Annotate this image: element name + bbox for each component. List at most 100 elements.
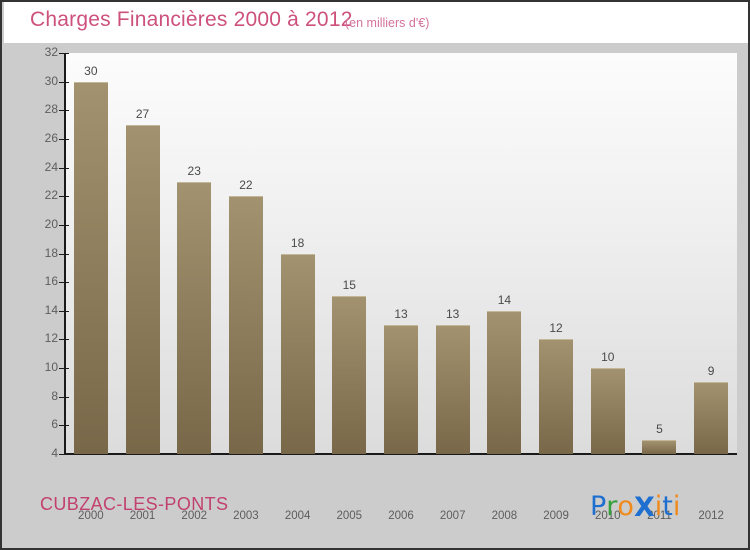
y-axis-tick: 26 <box>2 131 72 145</box>
bar-value-label: 9 <box>707 364 715 379</box>
proxiti-logo[interactable]: ProXiti <box>590 491 681 523</box>
bar-value-label: 13 <box>446 307 460 322</box>
bar[interactable] <box>435 325 470 454</box>
y-axis-tick-mark <box>59 81 69 83</box>
y-axis-tick-mark <box>59 53 69 54</box>
bar-value-label: 12 <box>549 321 563 336</box>
x-axis-line <box>64 453 737 455</box>
y-axis-tick-mark <box>59 368 69 370</box>
y-axis-tick: 10 <box>2 360 72 374</box>
y-axis-tick-mark <box>59 253 69 255</box>
x-axis-tick-label: 2010 <box>594 510 621 522</box>
logo-letter: i <box>672 491 681 522</box>
x-axis-tick-label: 2002 <box>181 510 208 522</box>
y-axis-tick-label: 18 <box>44 245 58 260</box>
logo-letter: o <box>617 491 634 522</box>
bar-value-label: 5 <box>656 421 663 436</box>
bar[interactable] <box>487 310 522 454</box>
x-axis-tick-label: 2007 <box>439 510 466 522</box>
logo-letter: r <box>606 491 618 522</box>
y-axis-tick: 14 <box>2 303 72 317</box>
bar[interactable] <box>125 124 160 454</box>
bar[interactable] <box>642 439 677 454</box>
y-axis-tick: 12 <box>2 331 72 345</box>
y-axis-tick-mark <box>59 224 69 226</box>
bar[interactable] <box>539 339 574 454</box>
bar-group[interactable]: 14 2008 <box>487 53 522 522</box>
bar-value-label: 15 <box>342 278 356 293</box>
y-axis-tick-mark <box>59 138 69 140</box>
x-axis-tick-label: 2011 <box>647 510 672 522</box>
y-axis-tick-mark <box>59 454 69 455</box>
y-axis-tick-label: 10 <box>44 360 58 375</box>
bar-group[interactable]: 15 2005 <box>332 53 367 522</box>
y-axis-tick-label: 28 <box>44 102 58 117</box>
y-axis-tick: 6 <box>2 417 72 431</box>
y-axis-tick-label: 4 <box>51 446 58 460</box>
y-axis-tick: 18 <box>2 246 72 260</box>
chart-header: Charges Financières 2000 à 2012 (en mill… <box>4 2 748 43</box>
bar[interactable] <box>694 382 729 454</box>
y-axis-tick: 4 <box>2 446 72 460</box>
bar[interactable] <box>384 325 418 454</box>
bar-group[interactable]: 18 2004 <box>280 53 315 522</box>
x-axis-tick-label: 2001 <box>129 510 156 522</box>
y-axis-tick-mark <box>59 196 69 198</box>
bar-value-label: 23 <box>187 163 201 178</box>
logo-letter: t <box>662 491 673 522</box>
y-axis-tick: 8 <box>2 389 72 403</box>
y-axis-tick: 24 <box>2 160 72 174</box>
bar-value-label: 30 <box>84 63 98 78</box>
logo-letter: i <box>654 491 663 522</box>
x-axis-tick-label: 2000 <box>78 510 104 522</box>
y-axis-tick-mark <box>59 167 69 169</box>
bar[interactable] <box>280 253 315 454</box>
y-axis-tick: 20 <box>2 217 72 231</box>
y-axis-tick-mark <box>59 310 69 312</box>
bar-value-label: 27 <box>135 106 150 121</box>
bar-group[interactable]: 10 2010 <box>590 53 625 522</box>
bar[interactable] <box>590 368 625 454</box>
bar-group[interactable]: 27 2001 <box>125 53 160 522</box>
page-subtitle: (en milliers d'€) <box>345 16 430 30</box>
x-axis-tick-label: 2009 <box>543 510 569 522</box>
y-axis-tick-label: 26 <box>44 130 58 145</box>
bar-group[interactable]: 9 2012 <box>694 53 729 522</box>
y-axis-tick-mark <box>59 396 69 398</box>
bar-group[interactable]: 13 2006 <box>384 53 418 522</box>
bar-group[interactable]: 12 2009 <box>539 53 574 522</box>
y-axis-tick-mark <box>59 110 69 112</box>
commune-name: CUBZAC-LES-PONTS <box>40 494 229 514</box>
y-axis-tick-label: 22 <box>44 188 58 203</box>
page-title: Charges Financières 2000 à 2012 <box>30 8 353 31</box>
y-axis-tick-label: 32 <box>44 45 58 59</box>
bar-group[interactable]: 5 2011 <box>642 53 677 522</box>
bar-group[interactable]: 23 2002 <box>177 53 212 522</box>
bar-value-label: 14 <box>497 292 512 307</box>
bar[interactable] <box>228 196 263 454</box>
y-axis-tick-mark <box>59 282 69 284</box>
y-axis-tick-label: 24 <box>44 159 58 174</box>
bar-group[interactable]: 13 2007 <box>435 53 470 522</box>
x-axis-tick-label: 2006 <box>388 510 414 522</box>
bar[interactable] <box>73 81 108 454</box>
bar-group[interactable]: 22 2003 <box>228 53 263 522</box>
y-axis-tick: 22 <box>2 188 72 202</box>
bar-value-label: 22 <box>239 178 253 193</box>
y-axis-tick: 30 <box>2 74 72 88</box>
x-axis-tick-label: 2005 <box>336 510 363 522</box>
x-axis-tick-label: 2003 <box>233 510 259 522</box>
bar[interactable] <box>177 181 212 454</box>
y-axis-tick-mark <box>59 339 69 341</box>
x-axis-tick-label: 2004 <box>284 510 311 522</box>
logo-letter: X <box>633 492 655 523</box>
y-axis-tick-label: 30 <box>44 73 58 88</box>
bar-value-label: 10 <box>601 350 615 365</box>
bar-value-label: 13 <box>394 307 408 322</box>
y-axis-tick-label: 16 <box>44 274 58 289</box>
y-axis-tick: 16 <box>2 274 72 288</box>
bar-group[interactable]: 30 2000 <box>73 53 108 522</box>
bar[interactable] <box>332 296 367 454</box>
y-axis-tick-label: 20 <box>44 216 58 231</box>
